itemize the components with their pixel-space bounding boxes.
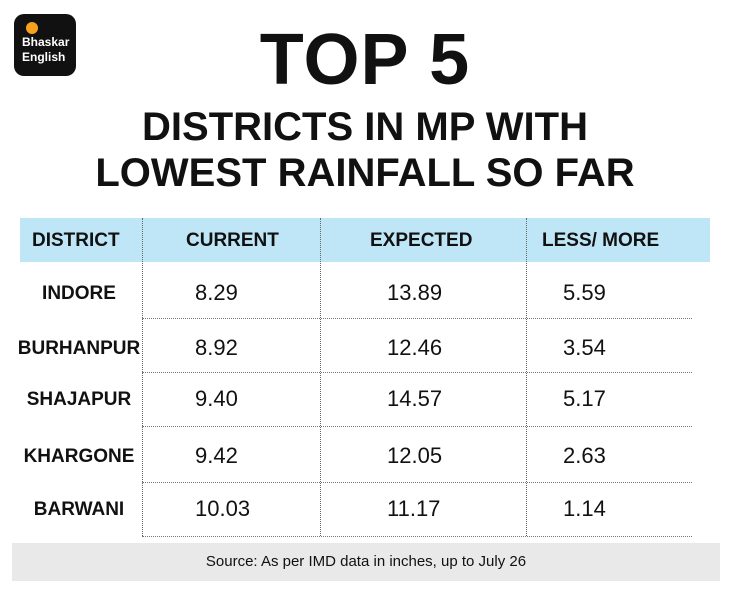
district-name: SHAJAPUR	[26, 389, 132, 410]
page-title: TOP 5	[259, 20, 471, 100]
logo-text-bhaskar: Bhaskar	[22, 35, 70, 49]
rainfall-value: 3.54	[563, 335, 606, 360]
row-divider	[142, 426, 692, 427]
district-name: KHARGONE	[23, 446, 135, 467]
district-name: BURHANPUR	[17, 338, 141, 359]
column-header: DISTRICT	[32, 230, 120, 251]
column-header: EXPECTED	[370, 230, 473, 251]
sun-dot-icon	[26, 22, 38, 34]
rainfall-value: 10.03	[195, 496, 251, 521]
row-divider	[142, 372, 692, 373]
bhaskar-english-logo: Bhaskar English	[14, 14, 76, 76]
rainfall-value: 14.57	[387, 386, 443, 411]
rainfall-value: 8.92	[195, 335, 238, 360]
column-header: LESS/ MORE	[542, 230, 660, 251]
rainfall-value: 5.17	[563, 386, 606, 411]
source-note: Source: As per IMD data in inches, up to…	[12, 543, 720, 581]
table-header-band	[20, 218, 710, 262]
column-header: CURRENT	[186, 230, 279, 251]
subtitle-line-1: DISTRICTS IN MP WITH	[142, 105, 588, 149]
column-divider	[526, 218, 527, 536]
rainfall-value: 11.17	[387, 496, 441, 521]
district-name: BARWANI	[33, 499, 125, 520]
rainfall-value: 12.05	[387, 443, 443, 468]
rainfall-value: 9.40	[195, 386, 238, 411]
logo-text-english: English	[22, 50, 66, 64]
row-divider	[142, 482, 692, 483]
column-divider	[320, 218, 321, 536]
column-divider	[142, 218, 143, 536]
rainfall-value: 8.29	[195, 280, 238, 305]
rainfall-value: 13.89	[387, 280, 443, 305]
rainfall-value: 2.63	[563, 443, 606, 468]
rainfall-value: 5.59	[563, 280, 606, 305]
row-divider	[142, 318, 692, 319]
row-divider	[142, 536, 692, 537]
page-subtitle: DISTRICTS IN MP WITH LOWEST RAINFALL SO …	[0, 104, 730, 196]
district-name: INDORE	[42, 283, 116, 304]
rainfall-value: 1.14	[563, 496, 606, 521]
subtitle-line-2: LOWEST RAINFALL SO FAR	[95, 151, 635, 195]
rainfall-value: 12.46	[387, 335, 443, 360]
rainfall-value: 9.42	[195, 443, 238, 468]
